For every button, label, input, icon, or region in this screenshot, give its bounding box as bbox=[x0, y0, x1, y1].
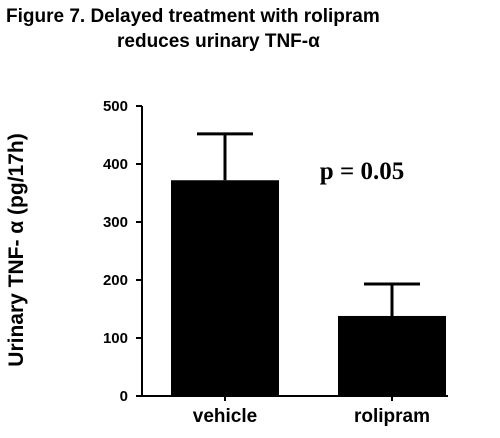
y-tick-label: 500 bbox=[103, 98, 128, 115]
chart-title-line-1: Figure 7. Delayed treatment with rolipra… bbox=[6, 6, 380, 27]
y-tick-label: 0 bbox=[120, 388, 128, 405]
x-tick-label-rolipram: rolipram bbox=[354, 406, 430, 427]
x-tick-label-vehicle: vehicle bbox=[193, 406, 257, 427]
p-value-annotation: p = 0.05 bbox=[320, 158, 404, 185]
y-tick-label: 400 bbox=[103, 156, 128, 173]
bars bbox=[171, 180, 446, 396]
y-tick-label: 300 bbox=[103, 214, 128, 231]
y-tick-label: 100 bbox=[103, 330, 128, 347]
chart-title: Figure 7. Delayed treatment with rolipra… bbox=[0, 4, 500, 54]
chart-title-line-2: reduces urinary TNF-α bbox=[117, 31, 320, 52]
error-bars bbox=[197, 132, 420, 316]
y-tick-label: 200 bbox=[103, 272, 128, 289]
bar-rolipram bbox=[338, 315, 446, 396]
y-axis-title: Urinary TNF- α (pg/17h) bbox=[5, 133, 28, 366]
bar-vehicle bbox=[171, 180, 279, 396]
labels: 0 100 200 300 400 500 vehicle rolipram p = 0.05 bbox=[103, 98, 430, 427]
